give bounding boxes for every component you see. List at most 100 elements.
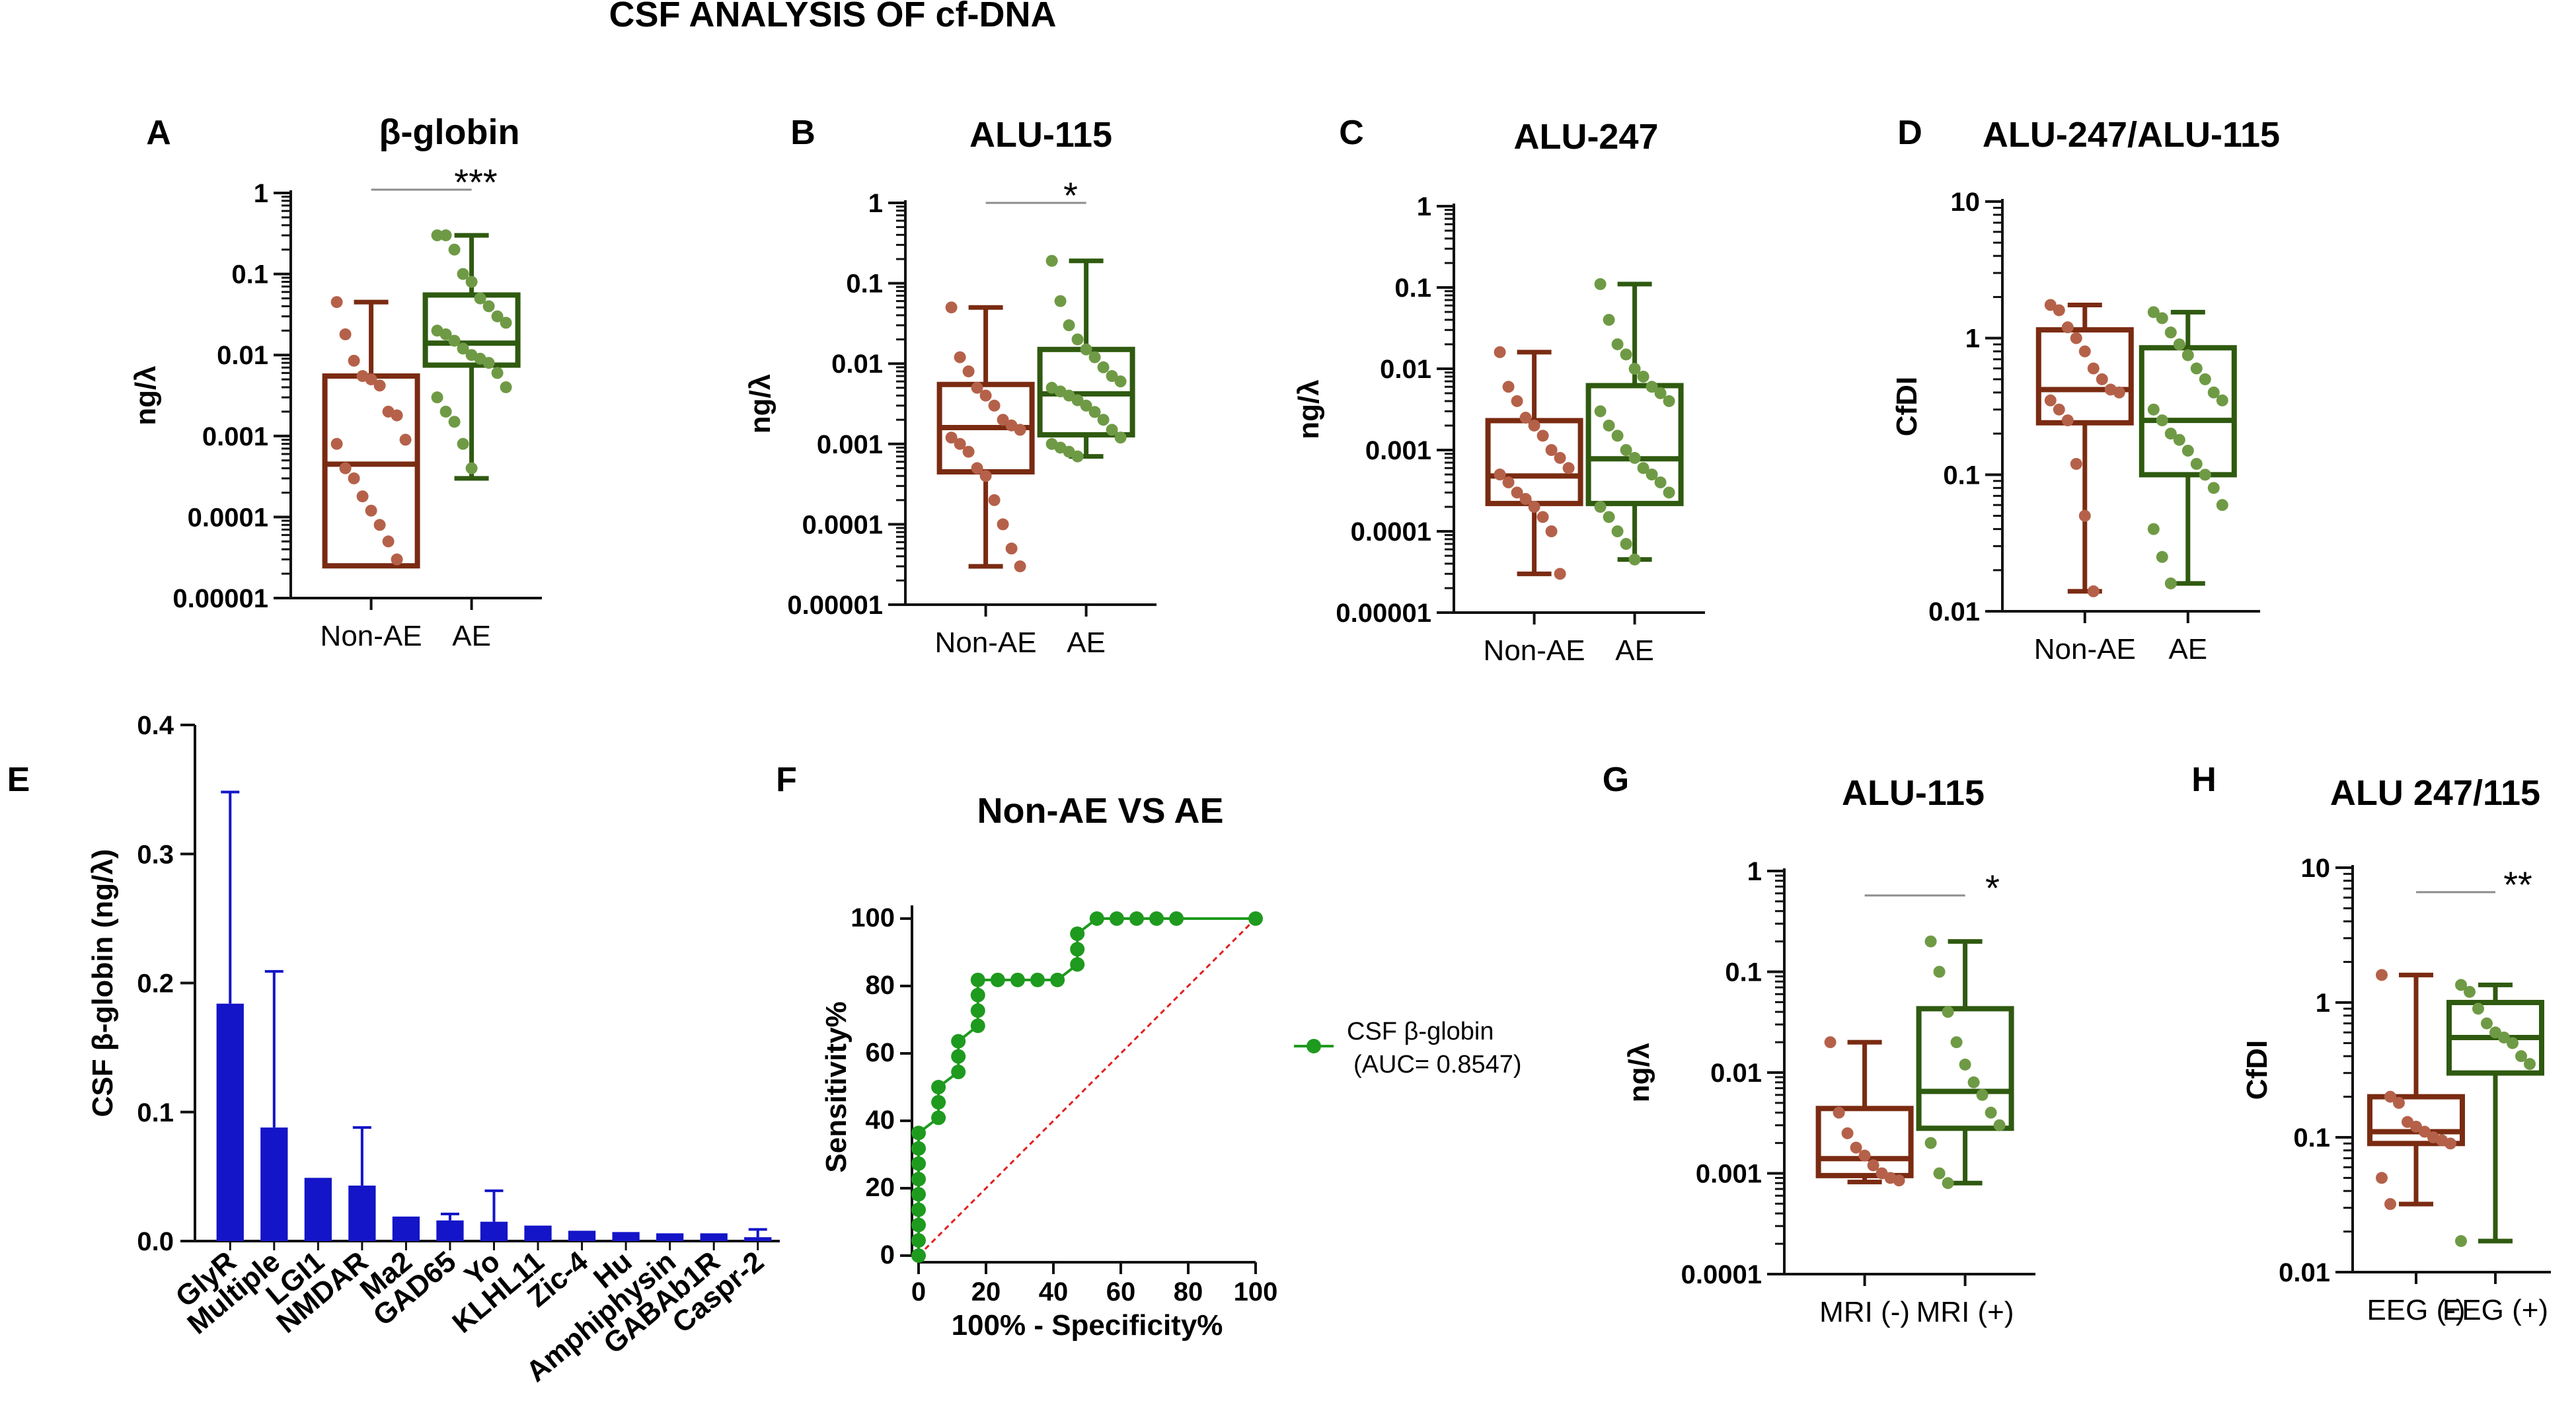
box-group1 [322,373,420,569]
y-tick-label: 0.01 [1928,597,1980,626]
data-point [2455,979,2467,991]
data-point [1014,560,1026,572]
data-point [2113,386,2125,398]
roc-point [911,1187,926,1202]
data-point [1502,476,1515,488]
data-point [1603,511,1615,523]
data-point [1088,406,1101,418]
data-point [1628,553,1641,566]
roc-point [911,1217,926,1232]
data-point [971,462,983,474]
data-point [1993,1119,2006,1131]
significance-stars: * [1063,174,1078,216]
data-point [2053,403,2065,416]
data-point [2147,306,2160,319]
data-point [500,317,512,329]
x-tick-label: 40 [1039,1277,1069,1306]
data-point [491,310,504,322]
data-point [2444,1137,2456,1150]
data-point [2173,434,2185,446]
y-tick-label: 1 [1965,324,1980,354]
data-point [1824,1036,1837,1049]
roc-point [970,1018,985,1034]
box-group1 [1485,418,1583,506]
data-point [2207,482,2220,494]
y-axis-label: CfDI [2241,1040,2273,1100]
data-point [482,300,495,313]
data-point [482,357,495,369]
bar-yo [480,1221,508,1241]
data-point [1097,361,1110,373]
data-point [373,379,386,392]
y-tick-label: 1 [254,179,268,208]
data-point [1654,387,1667,400]
data-point [2455,1234,2467,1247]
panel-D: D ALU-247/ALU-115 10 1 0.1 0.01 CfDI Non-AE AE [1891,114,2280,665]
data-point [1663,395,1675,407]
data-point [2061,414,2074,427]
data-point [1511,486,1523,499]
data-point [2419,1125,2431,1138]
data-point [465,276,478,288]
data-point [954,351,966,363]
data-point [1841,1127,1854,1139]
x-axis-label: 100% - Specificity% [952,1309,1223,1342]
data-point [1637,370,1649,383]
x-tick-label: EEG (-) [2367,1294,2465,1326]
roc-point [1070,942,1085,957]
data-point [988,494,1001,506]
bar-amphiphysin [656,1233,684,1241]
data-point [1106,370,1118,383]
data-point [997,518,1009,531]
panel-F: F Non-AE VS AE 0 20 40 60 80 100 0 20 40 60 80 100 100… [776,761,1521,1342]
box-group1 [2367,1094,2465,1147]
y-tick-label: 0.001 [817,430,883,459]
panel-label-F: F [776,761,797,799]
roc-point [951,1034,966,1049]
data-point [2515,1050,2527,1063]
roc-point [931,1094,946,1110]
panel-label-C: C [1339,114,1364,152]
data-point [2376,1172,2388,1184]
y-tick-label: 0.2 [137,969,174,999]
data-point [1114,432,1127,444]
data-point [2181,444,2194,457]
y-tick-label: 0.4 [137,711,174,740]
data-point [399,434,412,446]
data-point [1071,450,1084,463]
data-point [339,462,352,474]
panel-label-D: D [1897,114,1922,152]
x-tick-label: Non-AE [2034,633,2136,665]
y-axis-label: CSF β-globin (ng/λ) [87,849,119,1117]
data-point [1967,1076,1980,1088]
data-point [1536,511,1549,523]
data-point [1985,1106,1997,1119]
y-tick-label: 0.001 [202,422,268,451]
y-tick-label: 0.1 [1943,461,1980,490]
roc-point [911,1141,926,1156]
data-point [1628,363,1641,375]
data-point [391,409,403,422]
data-point [1106,424,1118,436]
y-tick-label: 0 [880,1240,895,1269]
y-tick-label: 0.01 [1380,355,1431,384]
data-point [2489,1026,2501,1039]
data-point [2078,345,2091,358]
bar-lgi1 [304,1178,332,1241]
box-group2 [422,292,521,368]
data-point [1959,1058,1971,1071]
data-point [2053,304,2065,317]
x-tick-label: 100 [1234,1277,1278,1306]
data-point [2190,457,2203,470]
data-point [1976,1088,1989,1101]
data-point [1063,319,1075,332]
data-point [1494,346,1506,358]
x-tick-label: Non-AE [1484,634,1585,667]
data-point [1045,254,1058,267]
box-group2 [1585,383,1684,506]
data-point [2147,403,2160,416]
data-point [1562,462,1575,474]
y-tick-label: 0.1 [2293,1123,2330,1153]
data-point [382,535,395,548]
